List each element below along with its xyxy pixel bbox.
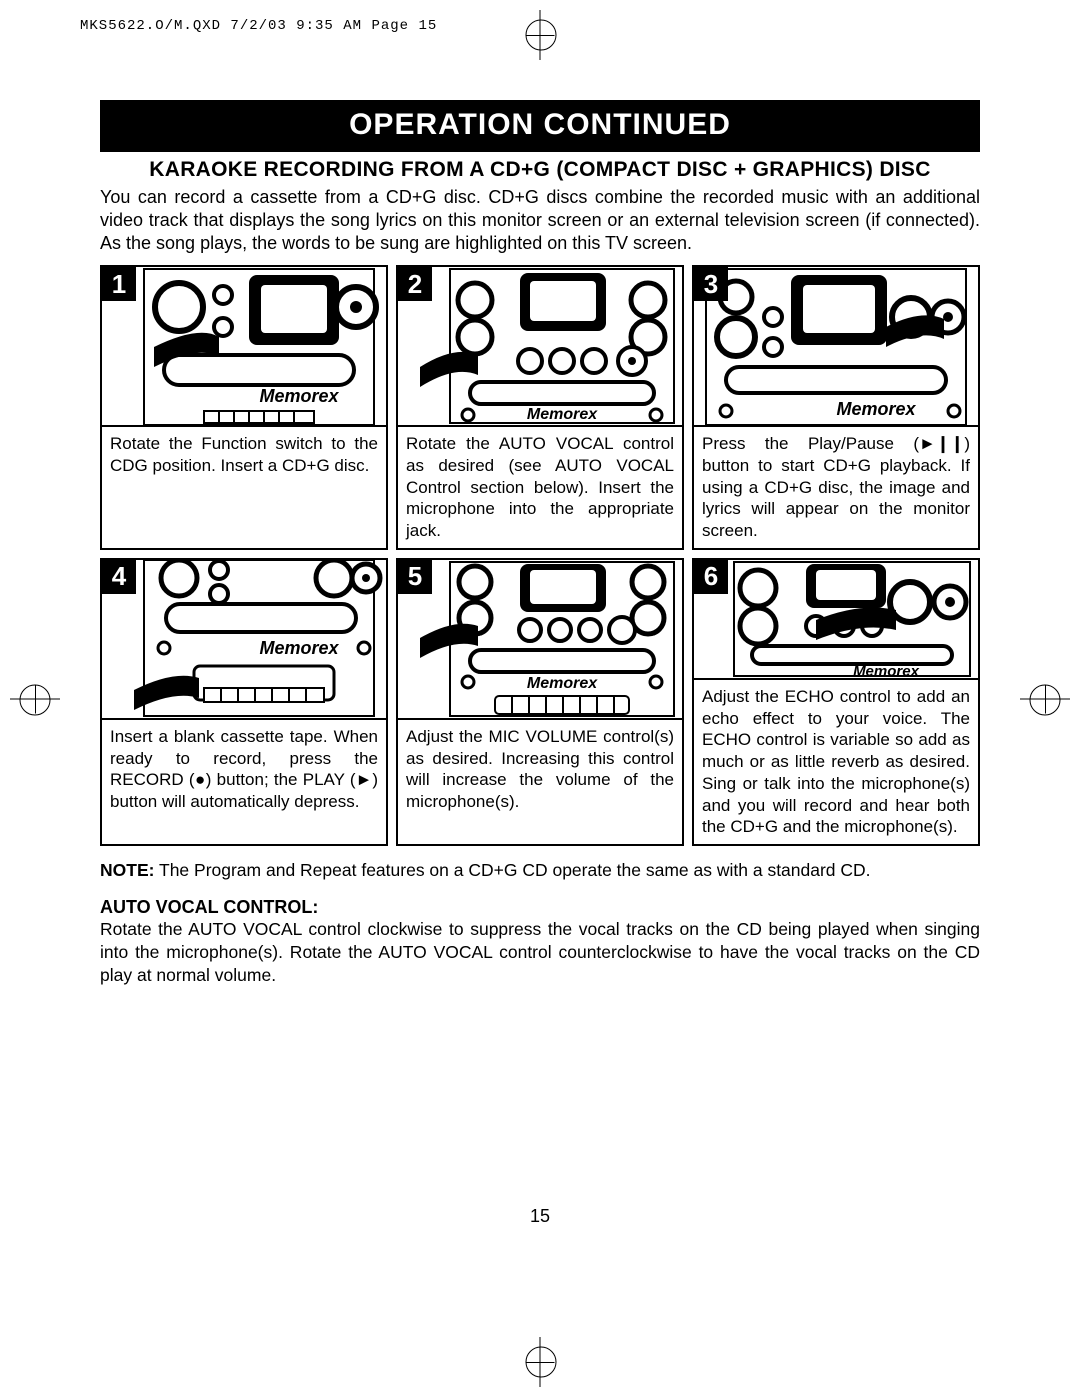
section-banner: OPERATION CONTINUED	[100, 100, 980, 152]
intro-paragraph: You can record a cassette from a CD+G di…	[100, 186, 980, 255]
crop-mark-left	[10, 698, 60, 699]
step-2-illustration: 2 Memorex	[398, 267, 682, 425]
svg-text:Memorex: Memorex	[259, 638, 339, 658]
crop-mark-right	[1020, 698, 1070, 699]
crop-mark-bottom	[540, 1337, 541, 1387]
step-5-number: 5	[398, 560, 432, 594]
step-6-number: 6	[694, 560, 728, 594]
auto-vocal-heading: AUTO VOCAL CONTROL:	[100, 897, 980, 918]
device-icon: Memorex	[694, 560, 978, 678]
note-paragraph: NOTE: The Program and Repeat features on…	[100, 860, 980, 881]
svg-text:Memorex: Memorex	[836, 399, 916, 419]
step-2: 2 Memorex	[396, 265, 684, 550]
svg-text:Memorex: Memorex	[527, 406, 598, 423]
page-content: OPERATION CONTINUED KARAOKE RECORDING FR…	[100, 100, 980, 1227]
steps-grid: 1 Memorex Rotate the Functi	[100, 265, 980, 846]
step-3-illustration: 3 Memorex	[694, 267, 978, 425]
step-4-illustration: 4 Memorex	[102, 560, 386, 718]
step-1-text: Rotate the Function switch to the CDG po…	[102, 425, 386, 548]
step-5: 5 Memorex	[396, 558, 684, 846]
device-icon: Memorex	[398, 560, 682, 718]
step-1: 1 Memorex Rotate the Functi	[100, 265, 388, 550]
step-6: 6 Memorex Adjust	[692, 558, 980, 846]
device-icon: Memorex	[694, 267, 978, 425]
step-3-number: 3	[694, 267, 728, 301]
print-slug: MKS5622.O/M.QXD 7/2/03 9:35 AM Page 15	[80, 18, 437, 34]
svg-text:Memorex: Memorex	[259, 386, 339, 406]
crop-mark-top	[540, 10, 541, 60]
step-2-text: Rotate the AUTO VOCAL control as desired…	[398, 425, 682, 548]
step-5-text: Adjust the MIC VOLUME control(s) as desi…	[398, 718, 682, 844]
auto-vocal-body: Rotate the AUTO VOCAL control clockwise …	[100, 918, 980, 986]
step-1-number: 1	[102, 267, 136, 301]
step-5-illustration: 5 Memorex	[398, 560, 682, 718]
section-subheading: KARAOKE RECORDING FROM A CD+G (COMPACT D…	[100, 158, 980, 182]
step-4-number: 4	[102, 560, 136, 594]
step-4-text: Insert a blank cassette tape. When ready…	[102, 718, 386, 844]
device-icon: Memorex	[102, 560, 386, 718]
page-number: 15	[100, 1206, 980, 1227]
step-3: 3 Memorex	[692, 265, 980, 550]
step-6-illustration: 6 Memorex	[694, 560, 978, 678]
step-6-text: Adjust the ECHO control to add an echo e…	[694, 678, 978, 844]
step-1-illustration: 1 Memorex	[102, 267, 386, 425]
svg-text:Memorex: Memorex	[853, 663, 920, 678]
device-icon: Memorex	[102, 267, 386, 425]
step-3-text: Press the Play/Pause (►❙❙) button to sta…	[694, 425, 978, 548]
svg-text:Memorex: Memorex	[527, 675, 598, 692]
device-icon: Memorex	[398, 267, 682, 425]
step-4: 4 Memorex	[100, 558, 388, 846]
note-text: The Program and Repeat features on a CD+…	[154, 860, 870, 880]
step-2-number: 2	[398, 267, 432, 301]
note-label: NOTE:	[100, 860, 154, 880]
